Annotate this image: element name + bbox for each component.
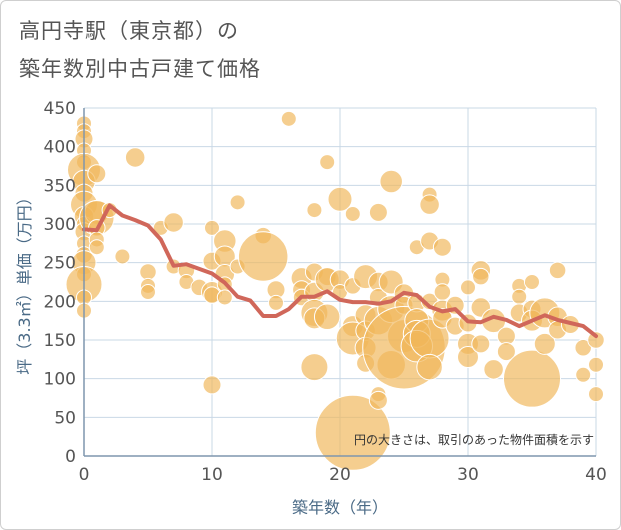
- data-bubble: [314, 394, 391, 471]
- x-tick-label: 10: [201, 465, 223, 485]
- y-tick-label: 50: [54, 408, 76, 428]
- data-bubble: [216, 289, 233, 306]
- data-bubble: [163, 212, 184, 233]
- data-bubble: [319, 154, 336, 171]
- data-bubble: [368, 202, 388, 222]
- x-tick-labels: 0 10 20 30 40: [79, 465, 607, 485]
- y-axis-label: 坪（3.3㎡）単価（万円）: [15, 189, 34, 374]
- data-bubble: [533, 332, 556, 355]
- data-bubble: [139, 263, 157, 281]
- bubble-size-note: 円の大きさは、取引のあった物件面積を示す: [354, 432, 594, 447]
- data-bubble: [237, 231, 289, 282]
- data-bubble: [587, 331, 605, 349]
- trend-line-layer: [82, 203, 598, 339]
- data-bubble: [419, 194, 440, 215]
- bubble-layer: [65, 110, 605, 471]
- data-bubble: [379, 169, 403, 194]
- data-bubble: [575, 366, 592, 383]
- y-tick-labels: 0 50 100 150 200 250 300 350 400 450: [44, 99, 76, 467]
- data-bubble: [229, 194, 246, 211]
- data-bubble: [140, 284, 156, 301]
- y-tick-label: 250: [44, 254, 76, 274]
- data-bubble: [313, 303, 341, 331]
- x-tick-label: 0: [79, 465, 90, 485]
- y-tick-label: 100: [44, 370, 76, 390]
- data-bubble: [524, 274, 540, 290]
- data-bubble: [472, 267, 490, 286]
- data-bubble: [300, 353, 329, 382]
- data-bubble: [88, 239, 105, 256]
- data-bubble: [114, 248, 131, 265]
- data-bubble: [124, 147, 146, 168]
- axes: [83, 108, 596, 457]
- data-bubble: [268, 294, 284, 311]
- data-bubble: [280, 110, 297, 127]
- data-bubble: [344, 205, 361, 222]
- data-bubble: [433, 283, 452, 301]
- y-tick-label: 0: [65, 447, 76, 467]
- x-tick-label: 20: [329, 465, 351, 485]
- data-bubble: [432, 237, 452, 257]
- data-bubble: [503, 349, 561, 408]
- data-bubble: [368, 390, 388, 410]
- y-tick-label: 150: [44, 331, 76, 351]
- data-bubble: [574, 338, 592, 357]
- data-bubble: [416, 353, 443, 381]
- x-axis-label: 築年数（年）: [292, 498, 388, 517]
- chart-title-line-1: 高円寺駅（東京都）の: [19, 19, 239, 43]
- data-bubble: [204, 219, 220, 236]
- y-tick-label: 350: [44, 176, 76, 196]
- y-tick-label: 450: [44, 99, 76, 119]
- data-bubble: [483, 359, 504, 380]
- data-bubble: [588, 386, 604, 403]
- x-tick-label: 30: [457, 465, 479, 485]
- y-tick-label: 200: [44, 292, 76, 312]
- data-bubble: [202, 375, 222, 395]
- data-bubble: [457, 346, 479, 369]
- data-bubble: [87, 164, 107, 184]
- data-bubble: [588, 356, 604, 373]
- data-bubble: [327, 186, 353, 212]
- data-bubble: [460, 279, 476, 296]
- y-tick-label: 400: [44, 138, 76, 158]
- x-tick-label: 40: [585, 465, 607, 485]
- y-tick-label: 300: [44, 215, 76, 235]
- data-bubble: [471, 334, 491, 354]
- trend-line: [82, 203, 598, 339]
- data-bubble: [511, 288, 528, 305]
- chart-title-line-2: 築年数別中古戸建て価格: [19, 57, 261, 81]
- data-bubble: [548, 261, 567, 280]
- data-bubble: [306, 202, 323, 219]
- data-bubble: [496, 342, 516, 362]
